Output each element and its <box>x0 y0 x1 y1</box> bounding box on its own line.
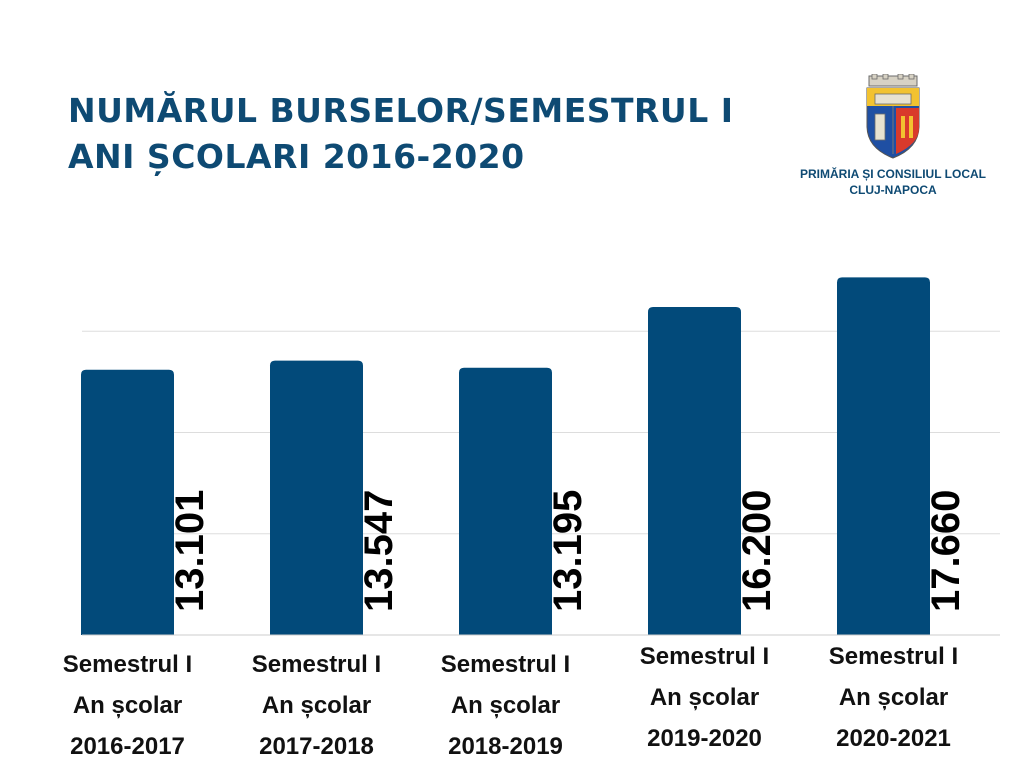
x-tick-label-5-line-1: Semestrul I <box>828 643 959 670</box>
x-tick-label-2-line-3: 2017-2018 <box>259 733 374 760</box>
data-label-1: 13.101 <box>168 490 212 612</box>
bar-2 <box>270 360 363 635</box>
chart-title-line-1: NUMĂRUL BURSELOR/SEMESTRUL I <box>68 91 734 130</box>
bar-1 <box>81 369 174 635</box>
logo-caption-line-2: CLUJ-NAPOCA <box>849 183 937 197</box>
logo-caption-line-1: PRIMĂRIA ȘI CONSILIUL LOCAL <box>800 167 986 181</box>
coat-of-arms-icon <box>866 74 920 159</box>
x-tick-label-5: Semestrul I An școlar 2020-2021 <box>804 636 984 759</box>
chart-title: NUMĂRUL BURSELOR/SEMESTRUL I ANI ȘCOLARI… <box>68 88 734 180</box>
x-tick-label-1-line-1: Semestrul I <box>62 651 193 678</box>
chart-title-line-2: ANI ȘCOLARI 2016-2020 <box>68 137 525 176</box>
x-tick-label-4-line-2: An școlar <box>649 684 760 711</box>
data-label-2: 13.547 <box>357 490 401 612</box>
x-tick-label-4-line-3: 2019-2020 <box>647 725 762 752</box>
bar-3 <box>459 367 552 635</box>
data-label-4: 16.200 <box>735 490 779 612</box>
x-tick-label-3: Semestrul I An școlar 2018-2019 <box>416 644 596 767</box>
x-tick-label-2-line-1: Semestrul I <box>251 651 382 678</box>
x-tick-label-3-line-1: Semestrul I <box>440 651 571 678</box>
bar-4 <box>648 306 741 635</box>
bar-5 <box>837 277 930 635</box>
logo-caption: PRIMĂRIA ȘI CONSILIUL LOCAL CLUJ-NAPOCA <box>800 166 986 198</box>
x-tick-label-2-line-2: An școlar <box>261 692 372 719</box>
data-label-5: 17.660 <box>924 490 968 612</box>
x-tick-label-2: Semestrul I An școlar 2017-2018 <box>227 644 407 767</box>
x-tick-label-3-line-3: 2018-2019 <box>448 733 563 760</box>
city-hall-logo: PRIMĂRIA ȘI CONSILIUL LOCAL CLUJ-NAPOCA <box>800 74 986 198</box>
x-tick-label-1-line-2: An școlar <box>72 692 183 719</box>
x-tick-label-4-line-1: Semestrul I <box>639 643 770 670</box>
x-tick-label-5-line-3: 2020-2021 <box>836 725 951 752</box>
x-tick-label-3-line-2: An școlar <box>450 692 561 719</box>
data-label-3: 13.195 <box>546 490 590 612</box>
x-tick-label-1: Semestrul I An școlar 2016-2017 <box>38 644 218 767</box>
x-tick-label-4: Semestrul I An școlar 2019-2020 <box>615 636 795 759</box>
x-tick-label-5-line-2: An școlar <box>838 684 949 711</box>
x-tick-label-1-line-3: 2016-2017 <box>70 733 185 760</box>
